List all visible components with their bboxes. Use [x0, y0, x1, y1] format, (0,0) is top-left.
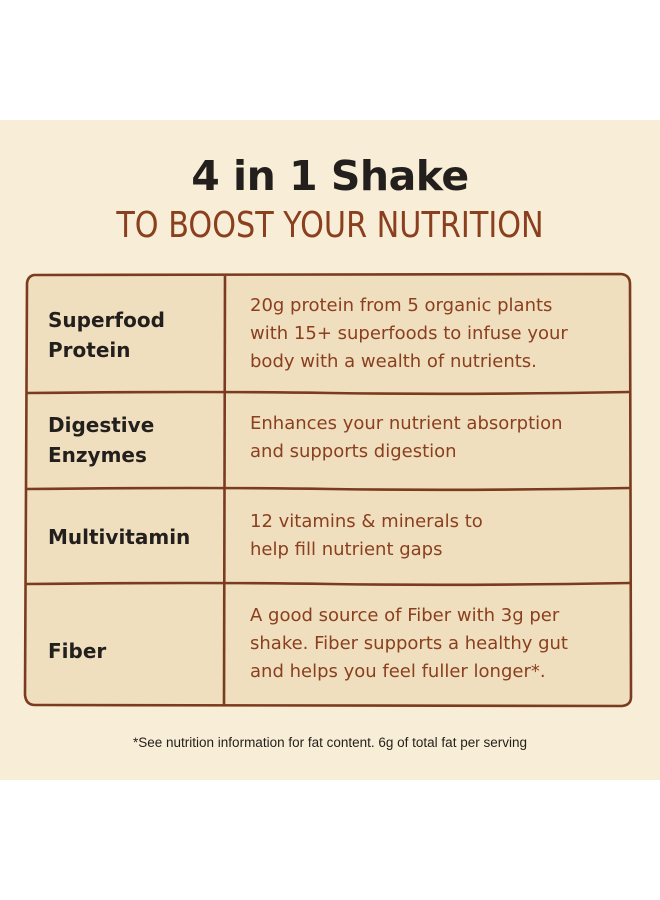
- row-desc-superfood-protein: 20g protein from 5 organic plants with 1…: [250, 292, 620, 376]
- row-label-digestive-enzymes: Digestive Enzymes: [48, 410, 218, 470]
- page-title: 4 in 1 Shake: [191, 152, 469, 200]
- row-desc-line: and supports digestion: [250, 441, 457, 462]
- row-desc-line: body with a wealth of nutrients.: [250, 351, 537, 372]
- row-desc-fiber: A good source of Fiber with 3g per shake…: [250, 602, 620, 686]
- row-desc-line: Enhances your nutrient absorption: [250, 413, 563, 434]
- row-desc-line: A good source of Fiber with 3g per: [250, 605, 560, 626]
- footnote: *See nutrition information for fat conte…: [133, 735, 527, 750]
- row-label-line: Enzymes: [48, 443, 147, 467]
- row-desc-line: help fill nutrient gaps: [250, 539, 443, 560]
- row-label-multivitamin: Multivitamin: [48, 522, 218, 552]
- row-desc-multivitamin: 12 vitamins & minerals to help fill nutr…: [250, 508, 620, 564]
- row-label-line: Fiber: [48, 639, 107, 663]
- row-desc-line: 12 vitamins & minerals to: [250, 511, 483, 532]
- row-label-line: Superfood: [48, 308, 165, 332]
- page-subtitle: TO BOOST YOUR NUTRITION: [116, 205, 544, 246]
- row-desc-digestive-enzymes: Enhances your nutrient absorption and su…: [250, 410, 620, 466]
- row-desc-line: shake. Fiber supports a healthy gut: [250, 633, 568, 654]
- row-label-line: Protein: [48, 338, 131, 362]
- row-label-fiber: Fiber: [48, 636, 218, 666]
- row-desc-line: with 15+ superfoods to infuse your: [250, 323, 568, 344]
- row-label-superfood-protein: Superfood Protein: [48, 305, 218, 365]
- row-desc-line: and helps you feel fuller longer*.: [250, 661, 546, 682]
- row-label-line: Multivitamin: [48, 525, 191, 549]
- row-label-line: Digestive: [48, 413, 155, 437]
- row-desc-line: 20g protein from 5 organic plants: [250, 295, 553, 316]
